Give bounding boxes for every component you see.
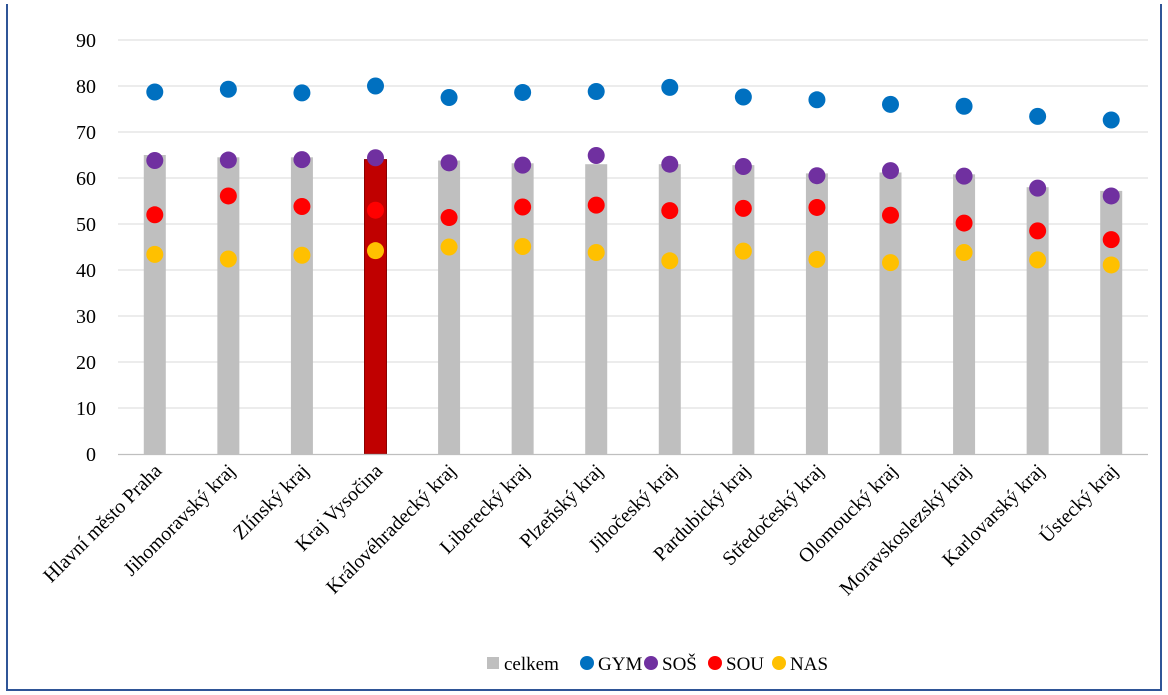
y-axis-ticks: 0 10 20 30 40 50 60 70 80 90 <box>76 30 96 466</box>
marker-NAS <box>955 244 973 262</box>
x-tick-label: Moravskoslezský kraj <box>836 460 976 600</box>
marker-NAS <box>1102 256 1120 274</box>
legend-label: celkem <box>504 654 559 675</box>
legend-label: GYM <box>598 654 642 675</box>
marker-SOU <box>367 201 384 219</box>
marker-SOU <box>293 198 311 216</box>
marker-SOU <box>734 199 752 217</box>
marker-NAS <box>146 245 164 263</box>
marker-GYM <box>808 91 826 109</box>
bar-celkem <box>438 160 461 454</box>
bar-celkem <box>1100 190 1123 454</box>
marker-NAS <box>293 246 311 264</box>
bar-celkem <box>585 164 608 454</box>
bar-celkem <box>217 157 240 455</box>
marker-GYM <box>661 78 679 96</box>
marker-NAS <box>219 250 237 268</box>
legend-swatch <box>487 657 499 669</box>
marker-SOU <box>219 187 237 205</box>
marker-NAS <box>1029 251 1047 269</box>
marker-SOU <box>808 198 826 216</box>
marker-SOŠ <box>661 155 679 173</box>
marker-NAS <box>514 238 532 256</box>
bar-celkem <box>732 165 755 454</box>
marker-SOŠ <box>1029 179 1047 197</box>
legend-swatch <box>708 656 722 670</box>
markers <box>146 77 1120 274</box>
marker-GYM <box>1102 111 1120 129</box>
y-tick-label: 80 <box>76 76 96 98</box>
marker-SOU <box>1102 231 1120 249</box>
marker-SOŠ <box>587 146 605 164</box>
marker-SOŠ <box>440 154 458 172</box>
marker-GYM <box>734 88 752 106</box>
x-tick-label: Královéhradecký kraj <box>322 460 460 598</box>
gridlines <box>118 39 1148 409</box>
bar-celkem <box>658 164 681 454</box>
marker-NAS <box>661 252 679 270</box>
y-tick-label: 90 <box>76 30 96 52</box>
marker-GYM <box>1029 107 1047 125</box>
marker-SOŠ <box>219 151 237 169</box>
bar-celkem <box>805 173 828 454</box>
marker-SOŠ <box>734 158 752 175</box>
y-tick-label: 40 <box>76 260 96 282</box>
y-tick-label: 30 <box>76 306 96 328</box>
marker-SOŠ <box>367 149 384 167</box>
marker-SOU <box>514 198 532 216</box>
y-tick-label: 70 <box>76 122 96 144</box>
marker-SOU <box>955 214 973 232</box>
marker-SOŠ <box>146 152 164 170</box>
x-tick-label: Ústecký kraj <box>1034 459 1123 548</box>
legend-label: SOŠ <box>662 653 697 675</box>
marker-GYM <box>367 77 384 95</box>
y-tick-label: 60 <box>76 168 96 190</box>
marker-NAS <box>367 242 384 260</box>
marker-NAS <box>440 238 458 256</box>
legend-swatch <box>580 656 594 670</box>
legend: celkem GYM SOŠ SOU NAS <box>487 653 828 675</box>
marker-GYM <box>219 80 237 98</box>
legend-swatch <box>644 656 658 670</box>
bar-celkem <box>290 157 313 455</box>
legend-label: NAS <box>790 654 828 675</box>
marker-SOU <box>587 196 605 214</box>
bar-celkem <box>511 163 534 454</box>
marker-SOU <box>146 206 164 224</box>
legend-swatch <box>772 656 786 670</box>
marker-GYM <box>882 95 899 113</box>
marker-NAS <box>808 250 826 268</box>
marker-SOŠ <box>514 156 532 174</box>
marker-SOŠ <box>808 167 826 185</box>
marker-SOU <box>440 209 458 227</box>
y-tick-label: 50 <box>76 214 96 236</box>
bars <box>143 155 1123 455</box>
marker-SOU <box>882 206 899 224</box>
marker-GYM <box>955 97 973 115</box>
legend-label: SOU <box>726 654 764 675</box>
marker-GYM <box>587 83 605 101</box>
marker-GYM <box>440 89 458 106</box>
marker-SOŠ <box>955 167 973 185</box>
marker-NAS <box>587 244 605 262</box>
bar-celkem <box>143 155 166 454</box>
marker-NAS <box>882 254 899 272</box>
marker-NAS <box>734 242 752 260</box>
marker-SOŠ <box>882 162 899 180</box>
marker-GYM <box>514 83 532 101</box>
marker-SOU <box>1029 222 1047 240</box>
marker-SOU <box>661 202 679 220</box>
y-tick-label: 0 <box>86 444 96 466</box>
marker-SOŠ <box>293 151 311 169</box>
marker-GYM <box>146 83 164 101</box>
bar-celkem <box>879 172 902 455</box>
marker-GYM <box>293 84 311 102</box>
bar-celkem <box>953 174 976 454</box>
marker-SOŠ <box>1102 187 1120 205</box>
y-tick-label: 10 <box>76 398 96 420</box>
y-tick-label: 20 <box>76 352 96 374</box>
